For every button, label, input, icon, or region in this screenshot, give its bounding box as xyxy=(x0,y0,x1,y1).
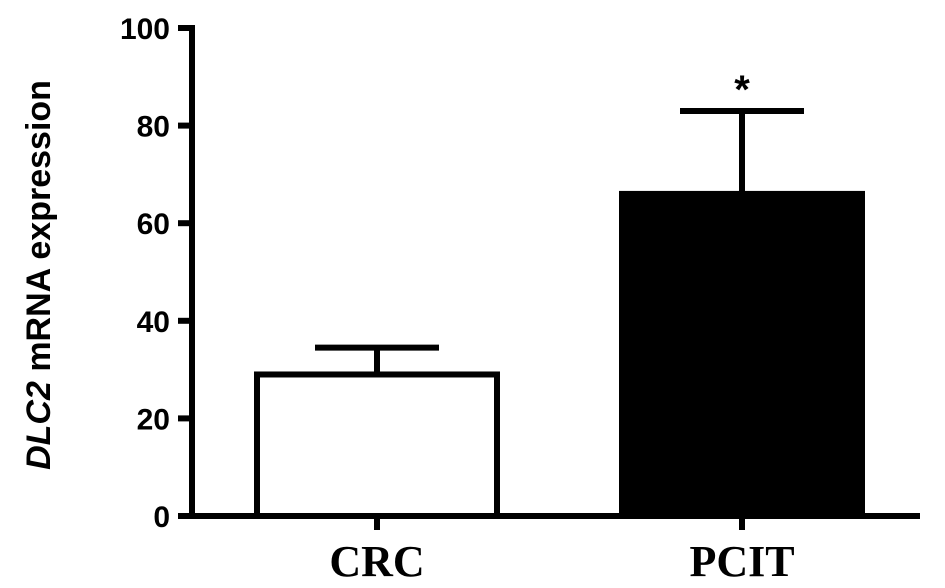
y-tick-label-100: 100 xyxy=(120,13,170,46)
y-axis-label-text: mRNA expression xyxy=(20,80,58,381)
axes-group xyxy=(178,25,920,530)
y-tick-label-0: 0 xyxy=(153,501,170,534)
bar-crc xyxy=(254,371,500,520)
y-tick-label-40: 40 xyxy=(137,306,170,339)
labels-group: CRC * PCIT 0 20 40 60 80 100 xyxy=(120,13,795,586)
significance-marker-pcit: * xyxy=(734,68,750,112)
x-tick-label-crc: CRC xyxy=(329,537,424,586)
error-bars-group xyxy=(315,107,804,375)
y-axis-label: DLC2 mRNA expression xyxy=(20,80,58,470)
bar-pcit xyxy=(619,190,865,519)
y-tick-label-60: 60 xyxy=(137,208,170,241)
y-tick-label-20: 20 xyxy=(137,403,170,436)
y-axis-label-gene: DLC2 xyxy=(20,381,58,470)
bars-group xyxy=(254,190,865,520)
x-tick-label-pcit: PCIT xyxy=(689,537,794,586)
y-tick-label-80: 80 xyxy=(137,111,170,144)
